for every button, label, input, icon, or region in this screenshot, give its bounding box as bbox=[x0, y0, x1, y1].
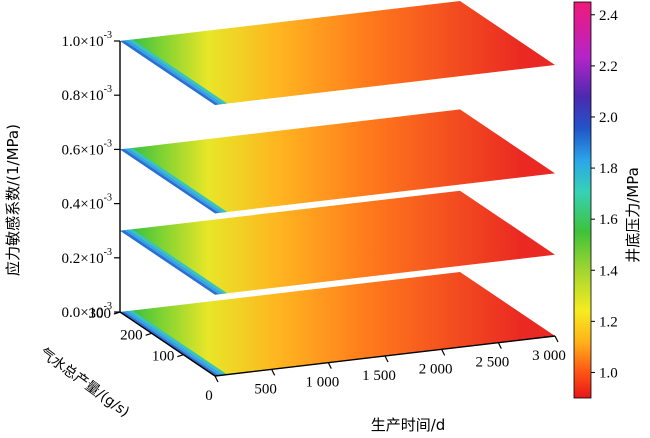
surface-edge-band bbox=[120, 40, 220, 105]
x-tick-mark bbox=[271, 369, 276, 376]
y-tick-label: 300 bbox=[89, 306, 112, 322]
x-tick-mark bbox=[384, 355, 389, 363]
z-tick-exponent: -3 bbox=[104, 247, 112, 258]
colorbar-tick-label: 2.0 bbox=[599, 110, 618, 126]
surface-edge-band bbox=[128, 229, 228, 294]
colorbar-tick-label: 1.6 bbox=[599, 212, 618, 228]
surface-edge-band bbox=[124, 311, 224, 376]
z-axis-label: 应力敏感系数/(1/MPa) bbox=[4, 124, 22, 276]
colorbar-tick-label: 2.4 bbox=[599, 8, 618, 24]
x-tick-label: 2 500 bbox=[475, 355, 509, 371]
surface-edge-band bbox=[120, 148, 220, 214]
x-tick-mark bbox=[554, 335, 559, 343]
z-tick-exponent: -3 bbox=[104, 301, 112, 312]
surface-layers bbox=[120, 1, 555, 376]
surface-layer bbox=[120, 190, 555, 295]
colorbar-tick-label: 1.0 bbox=[599, 365, 618, 381]
y-axis-label: 气水总产量/(g/s) bbox=[37, 345, 133, 421]
z-tick-exponent: -3 bbox=[104, 30, 112, 41]
z-tick-label: 0.6×10-3 bbox=[61, 138, 112, 158]
colorbar-tick-label: 1.4 bbox=[599, 263, 618, 279]
surface-edge-band bbox=[124, 148, 224, 213]
surface-plane bbox=[120, 109, 555, 214]
colorbar-label: 井底压力/MPa bbox=[624, 167, 642, 263]
x-axis-label: 生产时间/d bbox=[371, 416, 446, 434]
x-tick-label: 2 000 bbox=[419, 361, 453, 377]
y-axis-line bbox=[119, 311, 216, 377]
colorbar: 1.0 1.2 1.4 1.6 1.8 2.0 2.2 2.4 bbox=[573, 1, 618, 399]
surface-edge-band bbox=[124, 40, 224, 105]
x-tick-label: 1 000 bbox=[305, 375, 339, 391]
x-tick-mark bbox=[497, 342, 502, 349]
z-tick-label: 1.0×10-3 bbox=[61, 30, 112, 50]
z-tick-label: 0.4×10-3 bbox=[61, 193, 112, 213]
y-tick-mark bbox=[145, 332, 152, 336]
axes: 0.0×10-3 0.2×10-3 0.4×10-3 0.6×10-3 0.8×10-3… bbox=[61, 30, 565, 404]
surface-plane bbox=[120, 190, 555, 295]
surface-layer bbox=[120, 272, 555, 376]
y-tick-label: 200 bbox=[120, 327, 143, 343]
colorbar-gradient bbox=[573, 1, 592, 399]
z-tick-exponent: -3 bbox=[104, 193, 112, 204]
surface-edge-band bbox=[128, 310, 228, 376]
surface-layer bbox=[120, 109, 555, 214]
z-tick-exponent: -3 bbox=[104, 84, 112, 95]
x-tick-label: 500 bbox=[254, 381, 277, 397]
surface-edge-band bbox=[128, 39, 228, 105]
surface-layer bbox=[120, 1, 555, 105]
x-tick-label: 3 000 bbox=[532, 348, 566, 364]
x-tick-mark bbox=[327, 362, 332, 369]
z-tick-exponent: -3 bbox=[104, 138, 112, 149]
colorbar-tick-label: 2.2 bbox=[599, 59, 618, 75]
x-tick-mark bbox=[214, 375, 219, 383]
surface-edge-band bbox=[120, 230, 220, 295]
y-tick-mark bbox=[177, 354, 184, 358]
y-tick-label: 100 bbox=[152, 349, 175, 365]
colorbar-tick-label: 1.2 bbox=[599, 314, 618, 330]
y-tick-mark bbox=[113, 311, 121, 315]
z-tick-label: 0.8×10-3 bbox=[61, 84, 112, 104]
surface-plane bbox=[120, 1, 555, 105]
x-tick-mark bbox=[441, 349, 446, 356]
surface-edge-band bbox=[128, 147, 228, 213]
x-tick-label: 0 bbox=[205, 388, 213, 404]
surface-edge-band bbox=[124, 229, 224, 295]
colorbar-tick-label: 1.8 bbox=[599, 161, 618, 177]
z-tick-label: 0.2×10-3 bbox=[61, 247, 112, 267]
surface-edge-band bbox=[120, 311, 220, 376]
surface-plane bbox=[120, 272, 555, 376]
x-tick-label: 1 500 bbox=[362, 368, 396, 384]
z-tick-label: 0.0×10-3 bbox=[61, 301, 112, 321]
